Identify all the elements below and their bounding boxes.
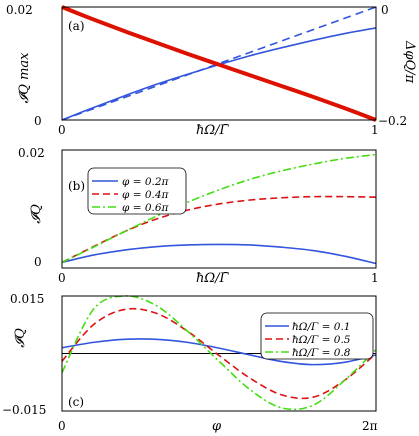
panel-b-xlabel: ħΩ/Γ̄ (196, 271, 230, 286)
panel-c-legend-entry-2: ħΩ/Γ = 0.8 (292, 347, 351, 359)
panel-a-yright-tick-bottom: −0.2 (378, 114, 407, 128)
panel-c-ytick-bottom: −0.015 (2, 403, 46, 417)
panel-b-ytick-top: 0.02 (18, 146, 45, 160)
panel-c-ylabel: 𝓘Q (13, 328, 28, 348)
panel-b-legend: φ = 0.2π φ = 0.4π φ = 0.6π (87, 167, 187, 215)
panel-c-frame (61, 295, 377, 412)
panel-b-frame (61, 149, 377, 269)
panel-c-series-0-line (61, 338, 377, 366)
panel-b-label: (b) (68, 179, 85, 193)
panel-b-legend-entry-0: φ = 0.2π (122, 176, 170, 188)
panel-c-xlabel: φ (212, 419, 222, 434)
panel-c-xtick-right: 2π (362, 419, 378, 433)
panel-b-series-2-line (61, 153, 377, 264)
panel-a-xlabel: ħΩ/Γ̄ (196, 123, 230, 138)
panel-b-xtick-left: 0 (58, 271, 66, 285)
panel-a-series-0-line (61, 27, 377, 121)
panel-a-xtick-left: 0 (58, 123, 66, 137)
panel-b-series-0-line (61, 243, 377, 265)
panel-b-ytick-bottom: 0 (34, 255, 42, 269)
panel-c-legend-entry-1: ħΩ/Γ = 0.5 (292, 334, 351, 346)
panel-a-ylabel-right: ΔφQ/π (402, 40, 417, 84)
panel-a-series-2-line (61, 5, 377, 122)
panel-b-legend-entry-1: φ = 0.4π (122, 189, 170, 201)
panel-a-frame (61, 6, 377, 121)
panel-a-series-1-line (61, 6, 377, 121)
panel-c-legend-box (260, 312, 374, 360)
panel-a-xtick-right: 1 (371, 123, 379, 137)
panel-a-label: (a) (68, 19, 85, 33)
panel-b-legend-box (87, 167, 187, 215)
panel-b: (b) 0.02 0 0 1 ħΩ/Γ̄ 𝓘Q φ = 0.2π φ = 0.4… (18, 146, 379, 286)
panel-c: (c) 0.015 −0.015 0 2π φ 𝓘Q ħΩ/Γ = 0.1 ħΩ… (2, 292, 378, 434)
panel-c-series-1-line (61, 307, 377, 400)
panel-c-xtick-left: 0 (58, 419, 66, 433)
panel-b-plot-area (61, 153, 377, 265)
panel-c-legend: ħΩ/Γ = 0.1 ħΩ/Γ = 0.5 ħΩ/Γ = 0.8 (260, 312, 374, 360)
panel-b-legend-entry-2: φ = 0.6π (122, 202, 170, 214)
panel-c-label: (c) (68, 395, 84, 409)
panel-a-plot-area (61, 5, 377, 122)
panel-a: (a) 0.02 0 0 −0.2 0 1 ħΩ/Γ̄ 𝓘Q max ΔφQ/π (6, 3, 417, 138)
panel-a-yright-tick-top: 0 (381, 3, 389, 17)
panel-b-xtick-right: 1 (371, 271, 379, 285)
panel-a-ytick-top: 0.02 (6, 3, 33, 17)
panel-c-legend-entry-0: ħΩ/Γ = 0.1 (292, 321, 350, 333)
panel-b-ylabel: 𝓘Q (29, 204, 44, 224)
panel-c-ytick-top: 0.015 (10, 292, 44, 306)
panel-a-ylabel: 𝓘Q max (17, 52, 32, 104)
panel-a-ytick-bottom: 0 (34, 114, 42, 128)
